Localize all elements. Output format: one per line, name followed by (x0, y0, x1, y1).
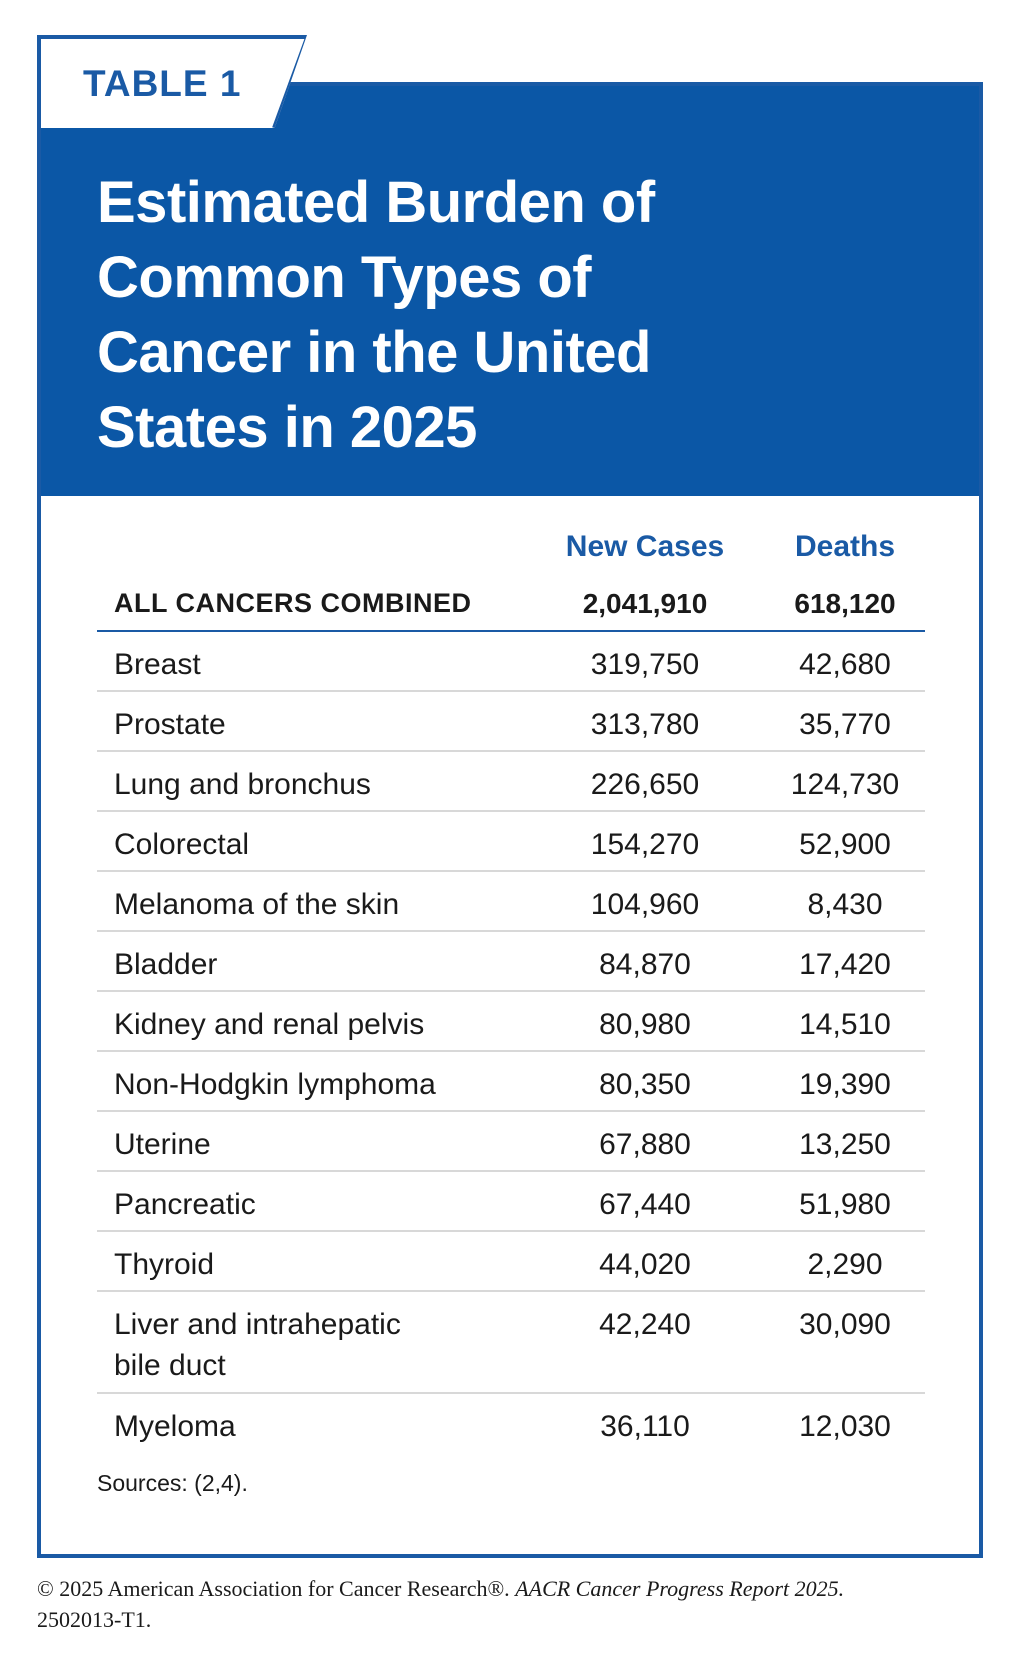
new-cases-value: 80,980 (599, 1008, 691, 1041)
column-header-new-cases: New Cases (565, 530, 725, 563)
table-row: Kidney and renal pelvis 80,980 14,510 (97, 992, 925, 1052)
deaths-value: 2,290 (807, 1248, 883, 1281)
cancer-type: Colorectal (114, 828, 250, 861)
deaths-value: 19,390 (799, 1068, 891, 1101)
deaths-value: 35,770 (799, 708, 891, 741)
table-row: Melanoma of the skin 104,960 8,430 (97, 872, 925, 932)
deaths-value: 12,030 (799, 1410, 891, 1443)
table-row: Colorectal 154,270 52,900 (97, 812, 925, 872)
deaths-value: 13,250 (799, 1128, 891, 1161)
table-row: Thyroid 44,020 2,290 (97, 1232, 925, 1292)
cancer-type: Uterine (114, 1128, 211, 1161)
copyright-text: © 2025 American Association for Cancer R… (37, 1576, 516, 1601)
total-row: ALL CANCERS COMBINED 2,041,910 618,120 (97, 580, 925, 632)
new-cases-value: 313,780 (590, 708, 700, 741)
total-label: ALL CANCERS COMBINED (114, 588, 472, 618)
table-body: Breast 319,750 42,680 Prostate 313,780 3… (97, 632, 925, 1454)
cancer-type: Liver and intrahepatic bile duct (114, 1308, 401, 1382)
new-cases-value: 226,650 (590, 768, 700, 801)
deaths-value: 8,430 (807, 888, 883, 921)
table-frame (37, 82, 983, 1558)
cancer-type: Prostate (114, 708, 226, 741)
cancer-type: Bladder (114, 948, 218, 981)
table-row: Lung and bronchus 226,650 124,730 (97, 752, 925, 812)
deaths-value: 124,730 (790, 768, 900, 801)
table-row: Pancreatic 67,440 51,980 (97, 1172, 925, 1232)
cancer-type: Melanoma of the skin (114, 888, 400, 921)
new-cases-value: 154,270 (590, 828, 700, 861)
figure-code: 2502013-T1. (37, 1607, 152, 1632)
table-row: Myeloma 36,110 12,030 (97, 1394, 925, 1454)
cancer-type: Non-Hodgkin lymphoma (114, 1068, 436, 1101)
new-cases-value: 80,350 (599, 1068, 691, 1101)
new-cases-value: 42,240 (599, 1308, 691, 1341)
table-row: Liver and intrahepatic bile duct 42,240 … (97, 1292, 925, 1394)
cancer-type: Pancreatic (114, 1188, 256, 1221)
cancer-type: Lung and bronchus (114, 768, 371, 801)
deaths-value: 14,510 (799, 1008, 891, 1041)
cancer-type: Kidney and renal pelvis (114, 1008, 425, 1041)
deaths-value: 52,900 (799, 828, 891, 861)
cancer-type: Thyroid (114, 1248, 215, 1281)
table-row: Bladder 84,870 17,420 (97, 932, 925, 992)
deaths-value: 30,090 (799, 1308, 891, 1341)
copyright-notice: © 2025 American Association for Cancer R… (37, 1573, 997, 1635)
total-new-cases: 2,041,910 (582, 588, 708, 619)
deaths-value: 51,980 (799, 1188, 891, 1221)
sources-note: Sources: (2,4). (97, 1470, 248, 1496)
total-deaths: 618,120 (794, 588, 896, 619)
title-banner (37, 82, 983, 496)
report-title: AACR Cancer Progress Report 2025. (515, 1576, 845, 1601)
table-row: Uterine 67,880 13,250 (97, 1112, 925, 1172)
new-cases-value: 104,960 (590, 888, 700, 921)
column-header-deaths: Deaths (794, 530, 896, 563)
table-row: Breast 319,750 42,680 (97, 632, 925, 692)
new-cases-value: 67,880 (599, 1128, 691, 1161)
cancer-type: Myeloma (114, 1410, 236, 1443)
new-cases-value: 36,110 (600, 1410, 690, 1443)
new-cases-value: 84,870 (599, 948, 691, 981)
deaths-value: 17,420 (799, 948, 891, 981)
cancer-type: Breast (114, 648, 201, 681)
table-tab: TABLE 1 (37, 35, 307, 128)
new-cases-value: 319,750 (590, 648, 700, 681)
table-row: Prostate 313,780 35,770 (97, 692, 925, 752)
new-cases-value: 44,020 (599, 1248, 691, 1281)
deaths-value: 42,680 (799, 648, 891, 681)
new-cases-value: 67,440 (599, 1188, 691, 1221)
table-title: Estimated Burden of Common Types of Canc… (97, 170, 655, 460)
table-row: Non-Hodgkin lymphoma 80,350 19,390 (97, 1052, 925, 1112)
table-number: TABLE 1 (83, 63, 242, 104)
